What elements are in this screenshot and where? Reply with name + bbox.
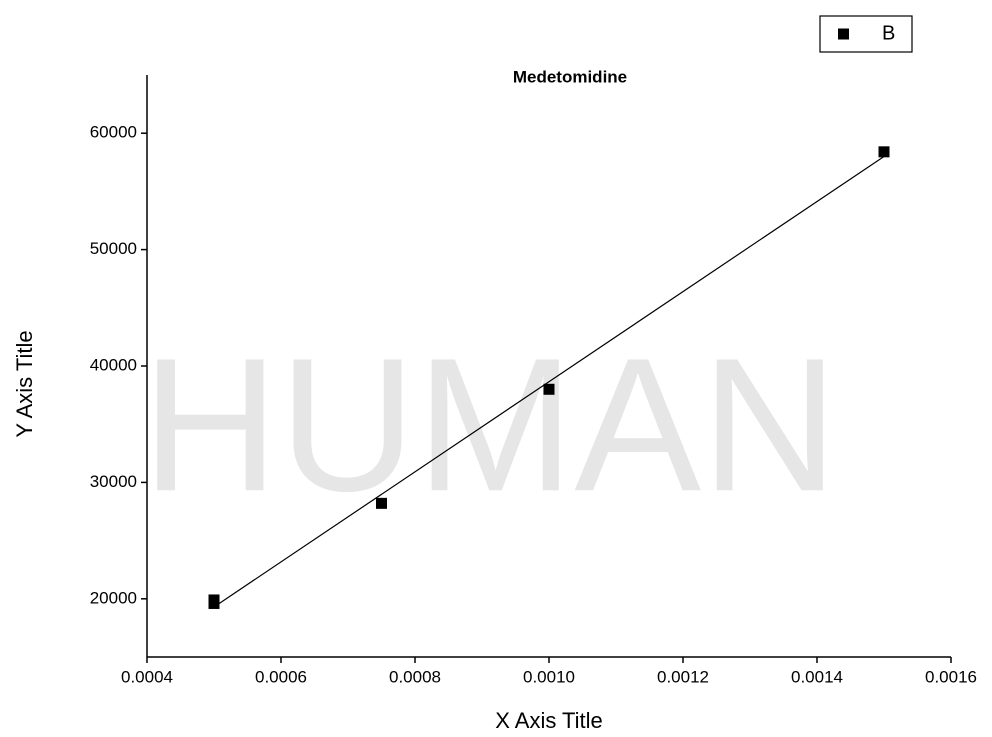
watermark: HUMAN [142,319,839,531]
point [376,497,387,509]
y-axis-label: Y Axis Title [12,330,37,437]
point [208,594,220,606]
x-tick-label: 0.0006 [255,667,307,686]
point [543,383,555,395]
x-tick-label: 0.0010 [523,667,575,686]
y-tick-label: 30000 [90,472,137,491]
x-tick-label: 0.0008 [389,667,441,686]
y-tick-label: 40000 [90,355,137,374]
y-tick-label: 20000 [90,588,137,607]
legend-marker [838,28,849,40]
x-axis-label: X Axis Title [495,708,603,733]
legend-label: B [882,22,895,44]
y-tick-label: 60000 [90,123,137,142]
x-tick-label: 0.0014 [791,667,843,686]
fit-line [213,155,885,608]
x-tick-label: 0.0012 [657,667,709,686]
y-tick-label: 50000 [90,239,137,258]
chart-title: Medetomidine [513,67,627,86]
legend-box [819,15,913,53]
x-tick-label: 0.0016 [925,667,977,686]
x-tick-label: 0.0004 [121,667,173,686]
point [878,146,890,158]
